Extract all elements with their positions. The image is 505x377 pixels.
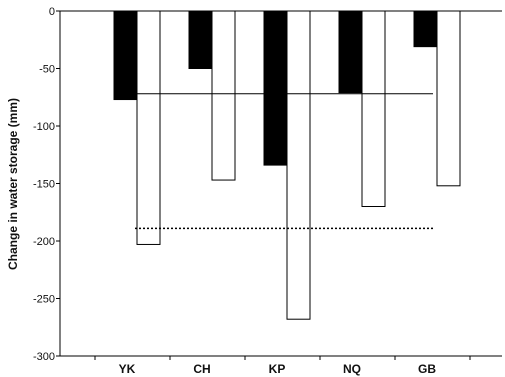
x-tick-label: NQ [343,362,361,376]
bar-gb-series2 [436,10,461,187]
y-tick-label: -100 [33,121,55,133]
y-tick-label: -300 [33,351,55,363]
x-tick-label: GB [418,362,436,376]
bar-yk-series1 [113,10,138,101]
y-tick-label: -150 [33,179,55,191]
y-tick-label: -50 [39,64,55,76]
y-tick-label: -250 [33,294,55,306]
bar-nq-series2 [361,10,386,207]
x-tick-label: KP [269,362,286,376]
bar-kp-series1 [263,10,288,166]
y-tick-label: 0 [49,6,55,18]
bar-gb-series1 [413,10,438,48]
y-tick-label: -200 [33,236,55,248]
bar-kp-series2 [286,10,311,320]
bar-ch-series2 [211,10,236,181]
x-tick-label: YK [119,362,136,376]
bar-nq-series1 [338,10,363,94]
bar-yk-series2 [136,10,161,245]
x-tick-label: CH [193,362,210,376]
y-axis-title: Change in water storage (mm) [6,98,20,270]
bar-ch-series1 [188,10,213,69]
